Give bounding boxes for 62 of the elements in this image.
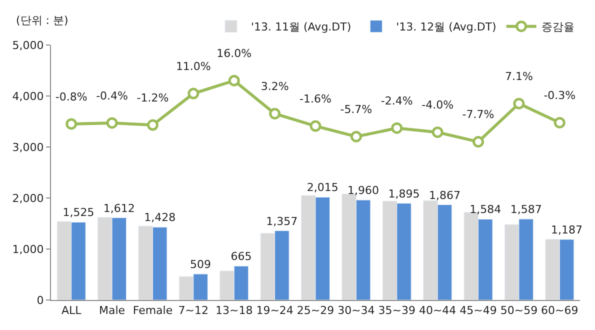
data-label: 1,525 [62,206,94,220]
data-label: 11.0% [176,60,211,73]
x-tick-label: ALL [61,304,82,318]
data-label: -0.3% [544,89,576,102]
y-tick-label: 1,000 [12,242,44,256]
x-tick-label: 50~59 [500,304,538,318]
legend-label: '13. 11월 (Avg.DT) [251,20,352,34]
point [106,117,118,129]
x-tick-label: 30~34 [338,304,375,318]
point [554,116,566,128]
point [513,98,525,110]
y-tick-label: 0 [36,294,44,307]
data-label: 1,960 [348,184,380,198]
data-label: -1.6% [300,92,332,106]
x-tick-label: 19~24 [256,304,294,318]
data-label: -1.2% [136,91,169,104]
y-tick-label: 5,000 [12,38,44,52]
data-label: -7.7% [462,108,494,122]
x-tick-label: 7~12 [178,304,209,318]
data-label: -5.7% [340,102,372,116]
data-label: 1,612 [103,202,135,215]
data-label: 7.1% [504,70,533,83]
data-label: 2,015 [306,181,338,194]
point [472,136,484,148]
data-label: 1,187 [551,223,583,236]
data-label: 1,587 [510,203,542,216]
point [269,108,281,120]
text: (단위 : 분) [16,14,68,27]
data-label: 1,357 [266,214,298,228]
data-label: -0.4% [96,89,128,102]
data-label: -4.0% [422,98,454,112]
data-label: 1,895 [388,187,420,200]
point [228,74,240,86]
data-label: 509 [190,258,212,272]
point [146,119,158,131]
data-label: 665 [230,250,252,264]
y-tick-label: 2,000 [12,192,44,205]
x-tick-label: Female [132,304,173,318]
data-label: 16.0% [216,46,252,60]
x-tick-label: 35~39 [378,304,416,318]
data-label: 1,584 [470,203,502,216]
data-label: -0.8% [55,90,88,104]
data-label: 3.2% [260,80,289,93]
x-tick-label: 60~69 [541,304,578,318]
data-label: 1,867 [428,188,460,202]
y-tick-label: 3,000 [12,140,44,154]
x-tick-label: 45~49 [460,304,497,318]
point [188,88,200,100]
x-tick-label: 40~44 [418,304,456,318]
point [310,120,322,132]
point [66,118,78,130]
x-tick-label: 13~18 [216,304,253,318]
legend-label: 증감율 [541,20,574,34]
data-label: -2.4% [380,94,413,108]
point [350,130,362,142]
legend-label: '13. 12월 (Avg.DT) [396,20,496,34]
x-tick-label: 25~29 [296,304,334,318]
point [432,126,444,138]
data-label: 1,428 [144,211,176,224]
point [391,122,403,134]
x-tick-label: Male [99,304,126,318]
y-tick-label: 4,000 [12,90,44,103]
